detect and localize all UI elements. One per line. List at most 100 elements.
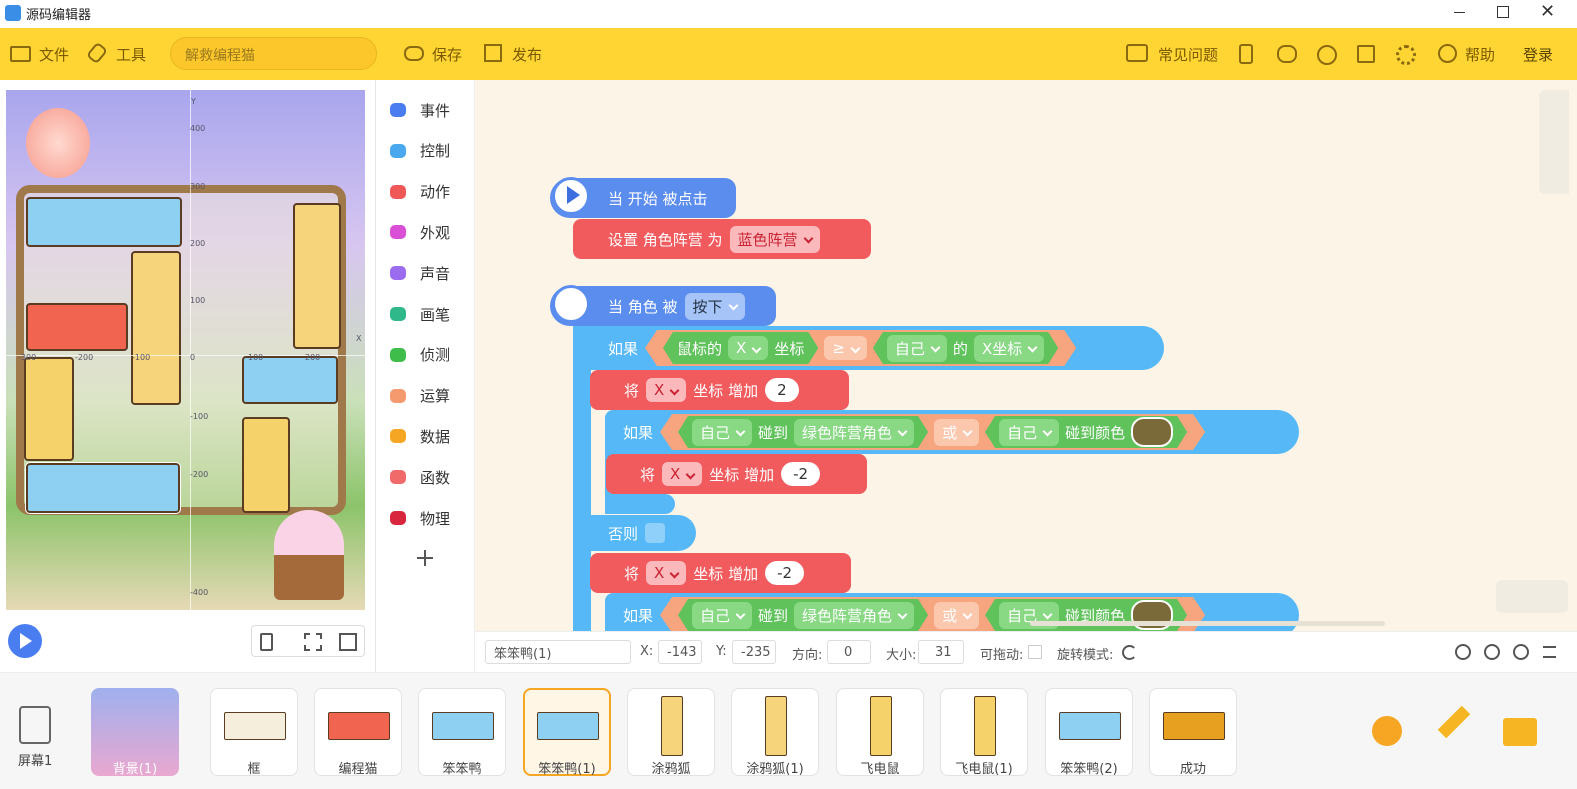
- add-extension[interactable]: [424, 550, 426, 566]
- dropdown[interactable]: X坐标: [974, 335, 1044, 362]
- category-icon: [390, 511, 406, 525]
- set-camp-block[interactable]: 设置 角色阵营 为蓝色阵营: [573, 219, 871, 259]
- help-button[interactable]: 帮助: [1438, 44, 1495, 65]
- category[interactable]: 运算: [376, 376, 474, 416]
- save-button[interactable]: 保存: [404, 44, 462, 65]
- dropdown[interactable]: X: [728, 336, 768, 360]
- y-label: Y:: [716, 644, 727, 659]
- dropdown[interactable]: X: [662, 462, 703, 486]
- dropdown[interactable]: 绿色阵营角色: [794, 419, 914, 446]
- dropdown[interactable]: 或: [934, 419, 979, 446]
- size-input[interactable]: 31: [918, 640, 964, 664]
- background-card[interactable]: [91, 688, 179, 776]
- login-button[interactable]: 登录: [1523, 46, 1554, 64]
- dropdown[interactable]: 自己: [999, 419, 1059, 446]
- fullscreen[interactable]: [304, 633, 322, 651]
- sprite-label: 编程猫: [338, 762, 378, 777]
- x-input[interactable]: -143: [658, 640, 702, 664]
- category[interactable]: 事件: [376, 90, 474, 130]
- gift-icon[interactable]: [1357, 45, 1375, 63]
- change-x-block[interactable]: 将 X 坐标 增加 2: [590, 370, 849, 410]
- maximize[interactable]: [1497, 6, 1509, 18]
- menu[interactable]: [1543, 646, 1556, 658]
- rotation-select[interactable]: [1122, 645, 1137, 660]
- category[interactable]: 侦测: [376, 335, 474, 375]
- dropdown[interactable]: 或: [934, 602, 979, 629]
- zoom-out[interactable]: [1455, 644, 1471, 660]
- change-x-block[interactable]: 将 X 坐标 增加 -2: [606, 454, 867, 494]
- category[interactable]: 画笔: [376, 294, 474, 334]
- small-stage[interactable]: [339, 633, 357, 651]
- x-tick: -100: [132, 353, 151, 362]
- window-title: 源码编辑器: [26, 8, 92, 23]
- folder-icon[interactable]: [1503, 718, 1537, 746]
- change-x-block[interactable]: 将 X 坐标 增加 -2: [590, 553, 851, 593]
- title-bar: [0, 0, 1577, 28]
- y-input[interactable]: -235: [732, 640, 776, 664]
- category[interactable]: 外观: [376, 212, 474, 252]
- file-menu[interactable]: 文件: [10, 44, 69, 65]
- draggable-checkbox[interactable]: [1028, 645, 1042, 659]
- sprite-mouse: [24, 357, 74, 461]
- device-toggle[interactable]: [260, 633, 273, 651]
- sprite-duck-selected: [25, 462, 181, 514]
- if-block[interactable]: 如果 自己 碰到 绿色阵营角色 或 自己 碰到颜色: [605, 593, 1299, 631]
- category-label: 动作: [420, 183, 451, 202]
- block-text: 如果: [623, 423, 654, 442]
- if-block[interactable]: 如果 鼠标的 X 坐标 ≥ 自己的 X坐标: [573, 326, 1164, 370]
- block-text: 设置 角色阵营 为: [608, 230, 723, 249]
- device-icon[interactable]: [1239, 44, 1253, 64]
- screen-label[interactable]: 屏幕1: [18, 754, 53, 769]
- number-input[interactable]: -2: [781, 462, 821, 486]
- span: [1438, 44, 1457, 63]
- number-input[interactable]: 2: [765, 378, 799, 402]
- x-tick: 100: [248, 353, 264, 362]
- category[interactable]: 声音: [376, 253, 474, 293]
- category-label: 控制: [420, 142, 451, 161]
- settings-icon[interactable]: [1396, 45, 1416, 65]
- dropdown[interactable]: 按下: [684, 292, 745, 320]
- direction-label: 方向:: [792, 648, 823, 663]
- music-icon[interactable]: [1372, 716, 1402, 746]
- number-input[interactable]: -2: [765, 561, 805, 585]
- when-sprite-block[interactable]: 当 角色 被按下: [550, 286, 776, 326]
- color-swatch[interactable]: [1131, 417, 1173, 447]
- pointer-icon: [552, 285, 590, 323]
- project-name-field[interactable]: [170, 37, 377, 70]
- share-icon[interactable]: [1317, 45, 1337, 65]
- dropdown[interactable]: 自己: [692, 419, 752, 446]
- category[interactable]: 函数: [376, 457, 474, 497]
- add-branch[interactable]: [645, 523, 666, 543]
- dropdown[interactable]: X: [646, 561, 687, 585]
- undo-redo[interactable]: [1496, 580, 1568, 613]
- category-icon: [390, 388, 406, 403]
- tools-menu[interactable]: 工具: [85, 41, 146, 65]
- minimize[interactable]: [1454, 12, 1465, 13]
- faq-button[interactable]: 常见问题: [1126, 44, 1218, 65]
- if-block[interactable]: 如果 自己 碰到 绿色阵营角色 或 自己 碰到颜色: [605, 410, 1299, 454]
- direction-input[interactable]: 0: [827, 640, 871, 664]
- kitten-icon[interactable]: [1277, 45, 1297, 63]
- compare-operator: 鼠标的 X 坐标 ≥ 自己的 X坐标: [645, 330, 1076, 366]
- dropdown[interactable]: 绿色阵营角色: [794, 602, 914, 629]
- block-text: 将: [640, 465, 656, 484]
- dropdown[interactable]: ≥: [824, 336, 867, 360]
- sprite-name-input[interactable]: 笨笨鸭(1): [485, 640, 631, 664]
- dropdown[interactable]: X: [646, 378, 687, 402]
- dropdown[interactable]: 自己: [692, 602, 752, 629]
- category-label: 物理: [420, 509, 451, 528]
- dropdown[interactable]: 蓝色阵营: [729, 225, 820, 253]
- axis-y: [190, 90, 191, 610]
- close[interactable]: ✕: [1540, 1, 1556, 22]
- category[interactable]: 动作: [376, 172, 474, 212]
- publish-button[interactable]: 发布: [484, 44, 542, 65]
- dropdown[interactable]: 自己: [887, 335, 947, 362]
- category[interactable]: 控制: [376, 131, 474, 171]
- zoom-in[interactable]: [1513, 644, 1529, 660]
- faq-label: 常见问题: [1158, 46, 1219, 64]
- category[interactable]: 数据: [376, 416, 474, 456]
- category-icon: [390, 307, 406, 321]
- block-text: 碰到: [758, 606, 789, 625]
- category[interactable]: 物理: [376, 498, 474, 538]
- zoom-reset[interactable]: [1484, 644, 1500, 660]
